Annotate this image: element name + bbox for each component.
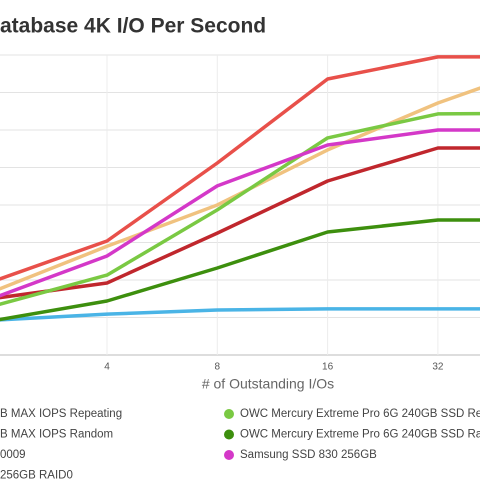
- x-tick-label: 4: [104, 362, 110, 373]
- series-line: [0, 55, 480, 281]
- series-line: [0, 146, 480, 300]
- series-line: [0, 111, 480, 307]
- legend-marker: [224, 429, 234, 440]
- legend-label: B MAX IOPS Repeating: [0, 408, 122, 420]
- x-tick-label: 16: [322, 362, 334, 373]
- series-line: [0, 128, 480, 298]
- legend-label: B MAX IOPS Random: [0, 429, 113, 441]
- x-axis-title: # of Outstanding I/Os: [202, 376, 334, 392]
- x-tick-label: 32: [432, 362, 444, 373]
- legend-label: 256GB RAID0: [0, 470, 73, 482]
- legend-label: OWC Mercury Extreme Pro 6G 240GB SSD Ran: [240, 429, 480, 441]
- series-line: [0, 86, 480, 291]
- legend-label: 0009: [0, 449, 26, 461]
- legend-marker: [224, 409, 234, 419]
- x-tick-label: 8: [215, 362, 221, 373]
- legend-marker: [224, 450, 234, 460]
- series-line: [0, 307, 480, 322]
- series-line: [0, 218, 480, 322]
- legend-label: Samsung SSD 830 256GB: [240, 449, 377, 461]
- legend-label: OWC Mercury Extreme Pro 6G 240GB SSD Rep…: [240, 408, 480, 420]
- chart-title: atabase 4K I/O Per Second: [0, 15, 266, 38]
